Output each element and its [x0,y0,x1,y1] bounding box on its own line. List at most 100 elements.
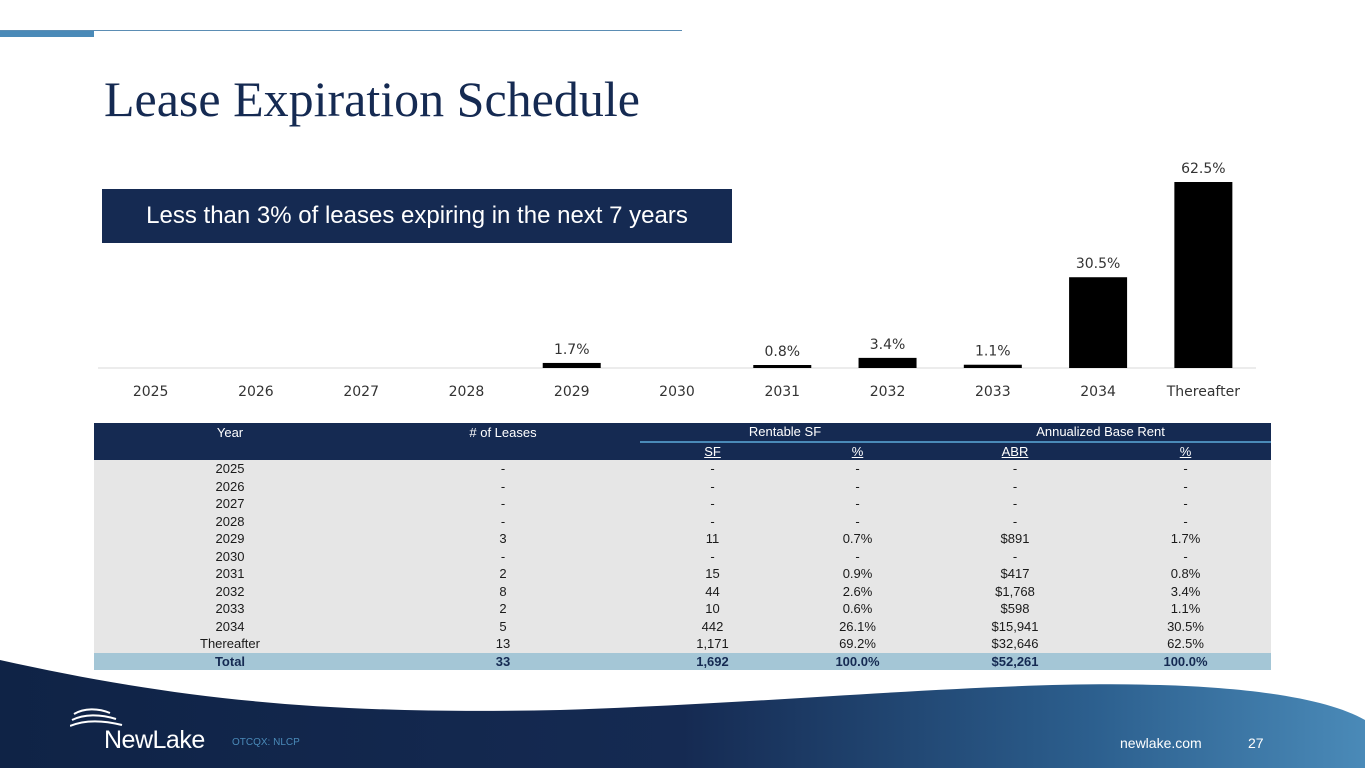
table-cell: 2033 [94,600,366,618]
header-rentable-sf: Rentable SF [640,423,931,442]
x-tick-label: Thereafter [1166,384,1240,400]
subheader-sf-pct-label: % [851,443,864,459]
table-cell: $891 [930,530,1101,548]
newlake-wave-logo-icon [70,708,123,727]
table-row: 2033 2 10 0.6% $598 1.1% [94,600,1272,618]
x-tick-label: 2033 [975,384,1011,400]
table-cell: 3 [366,530,640,548]
bar-2032 [858,357,917,368]
subheader-sf: SF [640,440,785,460]
table-row: 2027- - - - - [94,495,1272,513]
table-subheader-row: SF % ABR % [94,440,1272,460]
table-cell: 2028 [94,512,366,530]
table-cell: 10 [640,600,785,618]
bar-2033 [963,364,1022,368]
top-rule [0,30,682,31]
table-cell: - [930,477,1101,495]
table-cell: - [1100,495,1272,513]
table-cell: $1,768 [930,582,1101,600]
subheader-empty [94,441,366,460]
table-cell: $52,261 [930,652,1101,670]
table-cell: 2030 [94,547,366,565]
table-row: 2030- - - - - [94,547,1272,565]
table-cell: - [640,512,785,530]
table-cell: 1,171 [640,635,785,653]
header-leases: # of Leases [366,423,640,442]
lease-expiration-chart: 2025 2026 2027 2028 1.7% 2029 2030 0.8% 2031 3.4%… [98,161,1256,400]
table-cell: - [640,477,785,495]
table-cell: 44 [640,582,785,600]
data-label-2031: 0.8% [764,344,800,360]
table-cell: - [1100,512,1272,530]
table-row: 2034 5 442 26.1% $15,941 30.5% [94,617,1272,635]
data-label-2032: 3.4% [870,337,906,353]
x-tick-label: 2025 [133,384,169,400]
table-cell: 3.4% [1100,582,1272,600]
table-cell: - [366,460,640,478]
table-cell: 1.1% [1100,600,1272,618]
table-cell: - [1100,460,1272,478]
table-cell: 2026 [94,477,366,495]
footer-wave [0,660,1365,768]
table-cell: 0.7% [785,530,931,548]
table-row: 2025- - - - - [94,460,1272,478]
table-cell: 442 [640,617,785,635]
table-cell: 69.2% [785,635,931,653]
subheader-abr-pct: % [1100,440,1272,460]
table-cell: - [930,512,1101,530]
subheader-abr-label: ABR [1001,443,1029,459]
table-cell: 13 [366,635,640,653]
table-cell: 2 [366,565,640,583]
table-cell: - [785,477,931,495]
data-label-2034: 30.5% [1076,256,1120,272]
table-cell: 2027 [94,495,366,513]
table-body: 2025- - - - -2026- - - - -2027- - - - -2028- - - - -2029… [94,460,1272,670]
table-cell: $417 [930,565,1101,583]
ticker-label: OTCQX: NLCP [232,737,300,748]
x-tick-label: 2028 [449,384,485,400]
table-cell: 33 [366,652,640,670]
bar-2034 [1069,277,1128,368]
table-cell: - [785,547,931,565]
table-row: 2026- - - - - [94,477,1272,495]
table-cell: 2031 [94,565,366,583]
table-row: 2028- - - - - [94,512,1272,530]
data-label-2029: 1.7% [554,342,590,358]
table-cell: - [366,477,640,495]
subheader-sf-label: SF [704,443,721,459]
table-cell: - [1100,477,1272,495]
table-cell: - [930,547,1101,565]
x-tick-label: 2032 [870,384,906,400]
lease-table: Year # of Leases Rentable SF Annualized … [94,423,1272,670]
page-number: 27 [1248,735,1264,751]
x-tick-label: 2031 [764,384,800,400]
table-cell: 100.0% [785,652,931,670]
data-label-2033: 1.1% [975,344,1011,360]
website-link[interactable]: newlake.com [1120,735,1202,751]
table-cell: - [640,547,785,565]
header-abr-group: Annualized Base Rent [930,423,1272,442]
table-cell: 2 [366,600,640,618]
callout-box: Less than 3% of leases expiring in the n… [102,189,732,243]
table-cell: 15 [640,565,785,583]
bar-thereafter [1174,182,1233,368]
subheader-empty [366,441,640,460]
table-cell: - [366,495,640,513]
table-cell: 62.5% [1100,635,1272,653]
callout-text: Less than 3% of leases expiring in the n… [146,202,688,229]
table-cell: 2034 [94,617,366,635]
table-cell: 100.0% [1100,652,1272,670]
table-cell: - [785,495,931,513]
table-cell: 2029 [94,530,366,548]
bar-2029 [542,362,601,368]
subheader-abr-pct-label: % [1179,443,1192,459]
table-cell: 30.5% [1100,617,1272,635]
table-cell: 0.6% [785,600,931,618]
table-row: 2031 2 15 0.9% $417 0.8% [94,565,1272,583]
table-cell: - [640,460,785,478]
table-header-row: Year # of Leases Rentable SF Annualized … [94,423,1272,442]
table-cell: Total [94,652,366,670]
table-row: 2032 8 44 2.6% $1,768 3.4% [94,582,1272,600]
logo-wordmark: NewLake [104,726,205,754]
table-cell: - [785,460,931,478]
